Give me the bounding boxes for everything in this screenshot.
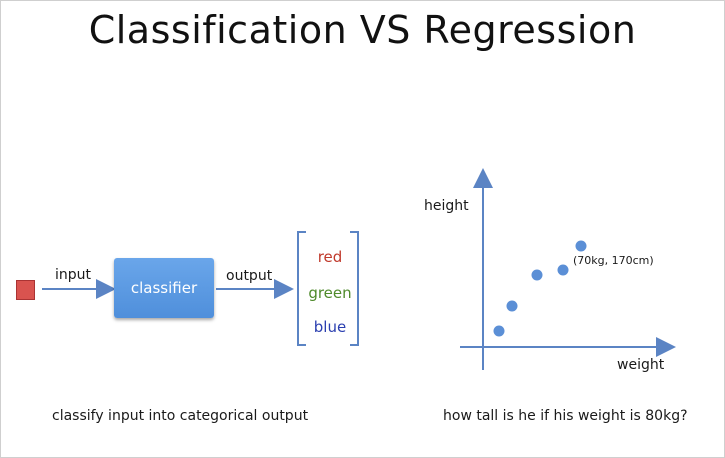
- regression-caption: how tall is he if his weight is 80kg?: [443, 408, 688, 424]
- data-point: [493, 325, 505, 337]
- data-point: [557, 264, 569, 276]
- output-label: output: [226, 268, 273, 284]
- input-label: input: [55, 267, 92, 283]
- data-point: [506, 300, 518, 312]
- y-axis-label: height: [424, 198, 469, 214]
- category-red: red: [317, 248, 343, 266]
- right-bracket: [350, 231, 359, 346]
- data-point: [531, 269, 543, 281]
- slide-title: Classification VS Regression: [88, 8, 637, 52]
- data-point: [575, 240, 587, 252]
- x-axis-label: weight: [617, 357, 665, 373]
- classifier-box: classifier: [114, 258, 214, 318]
- category-green: green: [308, 284, 352, 302]
- category-blue: blue: [313, 318, 347, 336]
- classification-caption: classify input into categorical output: [52, 408, 309, 424]
- input-square: [16, 280, 35, 300]
- left-bracket: [297, 231, 306, 346]
- point-annotation: (70kg, 170cm): [573, 254, 654, 267]
